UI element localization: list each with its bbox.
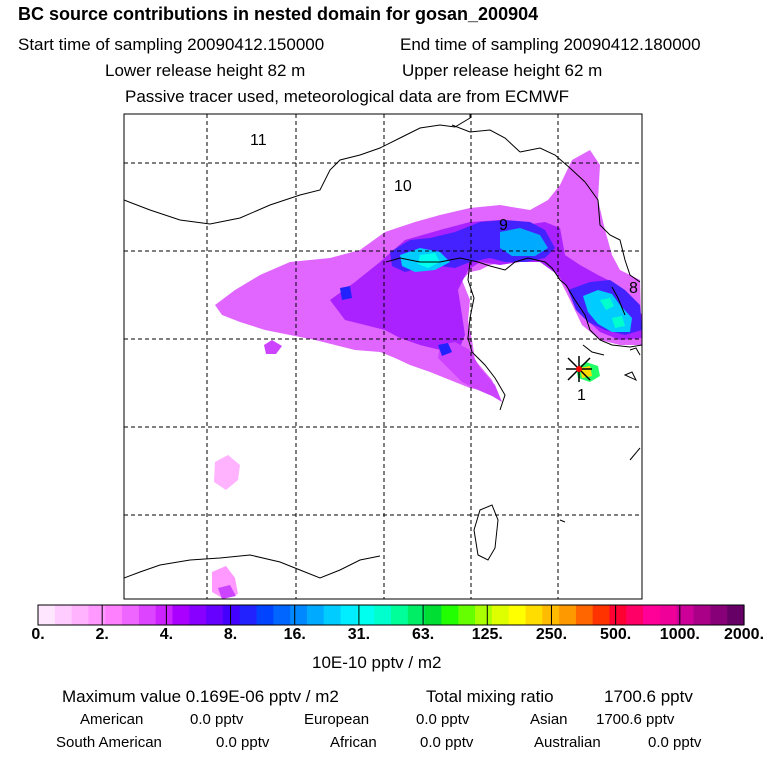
coastline (124, 114, 642, 579)
region-label-10: 10 (394, 178, 412, 195)
colorbar-tick-label: 16. (283, 626, 306, 643)
colorbar-cell (38, 605, 56, 625)
colorbar-cell (172, 605, 190, 625)
colorbar-cell (290, 605, 308, 625)
colorbar-cell (391, 605, 409, 625)
region-value-south-american: 0.0 pptv (216, 734, 270, 751)
colorbar-cell (441, 605, 459, 625)
colorbar-tick-label: 4. (159, 626, 174, 643)
start-time-label: Start time of sampling 20090412.150000 (18, 35, 325, 54)
lower-release-height: Lower release height 82 m (105, 61, 306, 80)
colorbar-cell (609, 605, 627, 625)
colorbar-cell (659, 605, 678, 625)
region-label-8: 8 (629, 280, 638, 297)
total-mixing-label: Total mixing ratio (426, 687, 554, 706)
colorbar-cell (407, 605, 426, 625)
colorbar-cell (357, 605, 375, 625)
colorbar-cell (559, 605, 577, 625)
colorbar-tick-label: 31. (347, 626, 371, 643)
colorbar-tick-label: 500. (600, 626, 632, 643)
colorbar-cell (525, 605, 543, 625)
region-name-south-american: South American (56, 734, 162, 751)
region-label-11: 11 (250, 132, 267, 149)
colorbar-cell (138, 605, 157, 625)
map-frame (123, 113, 643, 600)
colorbar-cell (458, 605, 476, 625)
region-value-american: 0.0 pptv (190, 711, 244, 728)
colorbar-tick-label: 1000. (659, 626, 700, 643)
colorbar-cell (256, 605, 274, 625)
colorbar-tick-label: 2000. (723, 626, 765, 643)
colorbar-cell (693, 605, 711, 625)
colorbar-cell (340, 605, 358, 625)
colorbar-cell (239, 605, 258, 625)
colorbar-cell (491, 605, 510, 625)
region-name-european: European (304, 711, 370, 728)
end-time-label: End time of sampling 20090412.180000 (400, 35, 701, 54)
colorbar-tick-label: 250. (535, 626, 568, 643)
region-value-european: 0.0 pptv (416, 711, 470, 728)
colorbar-tick-label: 8. (223, 626, 238, 643)
colorbar-cell (727, 605, 745, 625)
colorbar-cell (643, 605, 661, 625)
colorbar-cell (424, 605, 443, 625)
region-value-african: 0.0 pptv (420, 734, 474, 751)
colorbar-tick-label: 63. (411, 626, 435, 643)
colorbar-cell (273, 605, 291, 625)
graticule (124, 114, 642, 599)
tracer-note: Passive tracer used, meteorological data… (125, 87, 570, 106)
colorbar-cell (155, 605, 174, 625)
colorbar-cell (206, 605, 224, 625)
colorbar-cell (71, 605, 90, 625)
region-value-asian: 1700.6 pptv (596, 711, 675, 728)
plume-field (212, 150, 642, 599)
region-name-african: African (330, 734, 377, 751)
colorbar-cell (676, 605, 695, 625)
colorbar-cell (710, 605, 728, 625)
colorbar-cell (306, 605, 325, 625)
region-name-american: American (80, 711, 144, 728)
colorbar-cell (475, 605, 493, 625)
colorbar-cell (122, 605, 140, 625)
colorbar-cell (323, 605, 342, 625)
region-label-1: 1 (577, 387, 586, 404)
colorbar-cell (54, 605, 73, 625)
region-value-australian: 0.0 pptv (648, 734, 702, 751)
total-mixing-value: 1700.6 pptv (604, 687, 693, 706)
colorbar-cell (222, 605, 241, 625)
colorbar-tick-label: 2. (95, 626, 109, 643)
region-label-9: 9 (499, 217, 508, 234)
colorbar-cell (189, 605, 207, 625)
colorbar-cell (88, 605, 106, 625)
colorbar-cell (508, 605, 527, 625)
max-value-label: Maximum value 0.169E-06 pptv / m2 (62, 687, 339, 706)
colorbar-cell (105, 605, 123, 625)
receptor-point (576, 366, 582, 372)
colorbar-cell (626, 605, 644, 625)
colorbar-cell (374, 605, 392, 625)
colorbar-units: 10E-10 pptv / m2 (312, 653, 442, 672)
plot-title: BC source contributions in nested domain… (18, 4, 539, 24)
upper-release-height: Upper release height 62 m (402, 61, 603, 80)
colorbar-cell (592, 605, 611, 625)
region-name-australian: Australian (534, 734, 601, 751)
region-name-asian: Asian (530, 711, 568, 728)
colorbar-tick-label: 125. (471, 626, 503, 643)
colorbar-cell (575, 605, 594, 625)
colorbar-tick-label: 0. (31, 626, 45, 643)
